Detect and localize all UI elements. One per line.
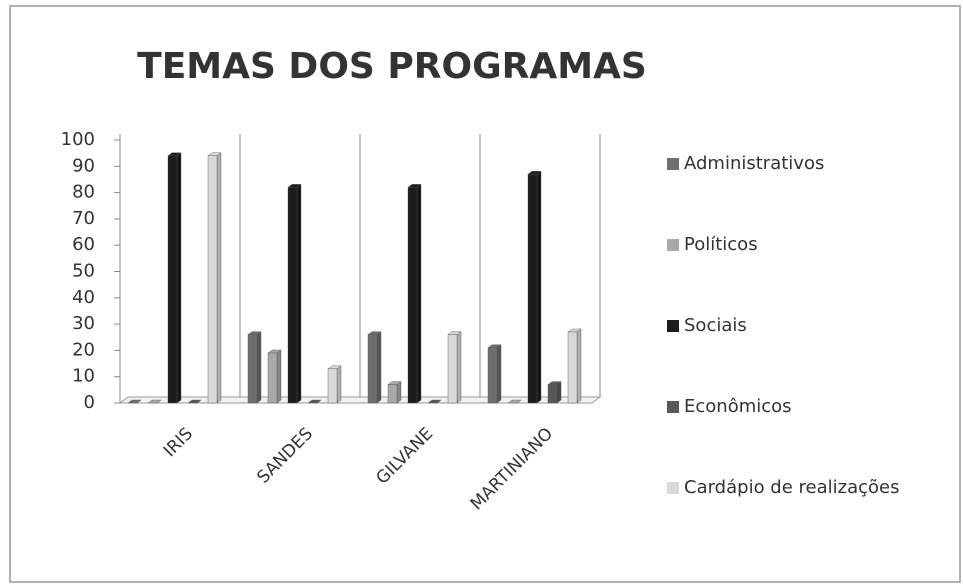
bar-face — [447, 334, 458, 404]
bar-face — [147, 399, 162, 404]
bar-face — [287, 187, 298, 404]
legend-swatch — [667, 320, 679, 332]
bar-face — [496, 344, 502, 404]
y-tick-label: 40 — [72, 287, 95, 308]
bar-face — [367, 334, 378, 404]
bar-face — [256, 331, 262, 404]
bar — [207, 152, 222, 404]
y-tick-label: 70 — [72, 208, 95, 229]
legend-label: Sociais — [684, 315, 747, 336]
bar-face — [167, 155, 178, 404]
legend-swatch — [667, 482, 679, 494]
y-tick-label: 10 — [72, 366, 95, 387]
bar-face — [427, 399, 442, 404]
bar — [507, 399, 522, 404]
bar-face — [416, 183, 422, 404]
bar-face — [247, 334, 258, 404]
legend-label: Políticos — [684, 234, 758, 255]
bar-face — [267, 352, 278, 404]
bar — [367, 331, 382, 404]
bar — [307, 399, 322, 404]
bar — [427, 399, 442, 404]
bar-face — [327, 368, 338, 404]
bar — [527, 170, 542, 404]
bar — [187, 399, 202, 404]
bar-face — [396, 381, 402, 404]
legend-label: Cardápio de realizações — [684, 477, 899, 498]
legend-label: Econômicos — [684, 396, 792, 417]
bar-face — [556, 381, 562, 404]
legend-label: Administrativos — [684, 153, 824, 174]
y-tick-label: 80 — [72, 182, 95, 203]
bar — [247, 331, 262, 404]
bar-face — [307, 399, 322, 404]
bar-face — [567, 331, 578, 404]
bar — [167, 152, 182, 404]
bar-face — [376, 331, 382, 404]
bar — [327, 365, 342, 404]
bar-face — [407, 187, 418, 404]
legend-swatch — [667, 158, 679, 170]
bar — [127, 399, 142, 404]
bar-face — [487, 347, 498, 404]
bar — [567, 328, 582, 404]
legend-swatch — [667, 401, 679, 413]
bar — [447, 331, 462, 404]
bar-face — [576, 328, 582, 404]
y-tick-label: 100 — [61, 129, 95, 150]
bar-face — [456, 331, 462, 404]
y-tick-label: 30 — [72, 313, 95, 334]
bar-face — [276, 349, 282, 404]
bar — [407, 183, 422, 404]
bar — [147, 399, 162, 404]
bar-face — [207, 155, 218, 404]
bar — [547, 381, 562, 404]
y-tick-label: 0 — [84, 392, 95, 413]
y-tick-label: 20 — [72, 339, 95, 360]
bar-face — [387, 384, 398, 404]
bar-face — [296, 183, 302, 404]
bar — [487, 344, 502, 404]
bar-face — [216, 152, 222, 404]
bar-face — [547, 384, 558, 404]
bar — [287, 183, 302, 404]
bar-face — [507, 399, 522, 404]
bar-face — [187, 399, 202, 404]
bar — [267, 349, 282, 404]
bar-face — [127, 399, 142, 404]
chart-title: TEMAS DOS PROGRAMAS — [137, 46, 647, 87]
bar-face — [336, 365, 342, 404]
y-tick-label: 90 — [72, 155, 95, 176]
y-tick-label: 50 — [72, 261, 95, 282]
y-tick-label: 60 — [72, 234, 95, 255]
bar-face — [536, 170, 542, 404]
bar — [387, 381, 402, 404]
bar-face — [527, 173, 538, 404]
legend-swatch — [667, 239, 679, 251]
bar-face — [176, 152, 182, 404]
